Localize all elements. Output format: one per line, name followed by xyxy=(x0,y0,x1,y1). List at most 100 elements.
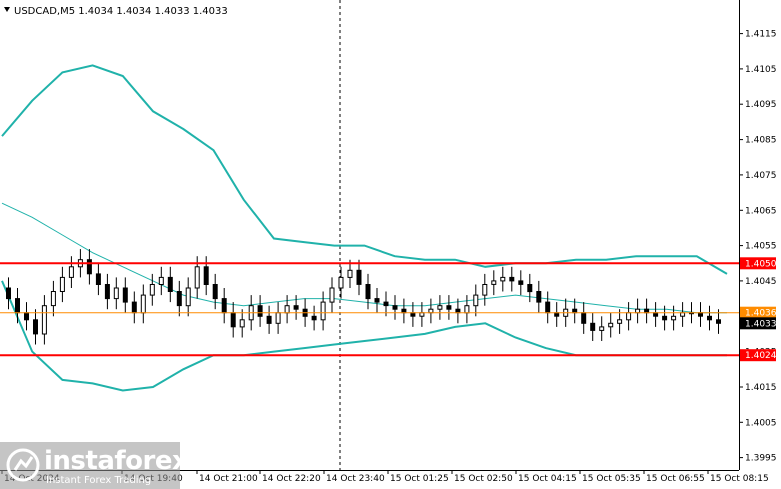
candle-body xyxy=(473,294,479,307)
resistance-price-tag-box xyxy=(740,257,776,270)
candle-body xyxy=(509,276,515,282)
candle-body xyxy=(59,276,65,292)
candle-body xyxy=(329,287,335,303)
candle-body xyxy=(6,287,11,300)
candlestick-series xyxy=(6,249,721,345)
chart-header: USDCAD,M5 1.4034 1.4034 1.4033 1.4033 xyxy=(4,6,228,17)
candle-body xyxy=(158,276,164,285)
price-axis[interactable]: 1.4115 1.4105 1.4095 1.4085 1.4075 1.4065 1.40… xyxy=(739,30,777,464)
price-tick-label: 1.4065 xyxy=(745,206,777,216)
candle-body xyxy=(50,291,56,307)
candle-body xyxy=(536,291,542,303)
candle-body xyxy=(608,322,614,328)
symbol-header: USDCAD,M5 1.4034 1.4034 1.4033 1.4033 xyxy=(14,6,228,17)
candle-body xyxy=(374,298,380,303)
instaforex-logo-icon xyxy=(6,448,40,482)
candle-body xyxy=(716,319,721,324)
candle-body xyxy=(356,269,362,285)
candle-body xyxy=(338,276,344,289)
candle-body xyxy=(230,312,236,328)
candle-body xyxy=(581,312,587,324)
time-tick-label: 15 Oct 06:55 xyxy=(646,474,705,484)
price-tick-label: 1.4105 xyxy=(745,65,777,75)
candle-body xyxy=(203,266,209,285)
candle-body xyxy=(311,315,317,321)
candle-body xyxy=(446,305,452,310)
candle-body xyxy=(653,312,659,317)
candle-body xyxy=(635,308,641,314)
middle-band-price-tag-label: 1.4036 xyxy=(745,309,777,319)
price-tick-label: 1.3995 xyxy=(745,454,777,464)
resistance-price-tag-label: 1.4050 xyxy=(745,259,777,269)
price-tick-label: 1.4005 xyxy=(745,418,777,428)
candle-body xyxy=(401,308,407,314)
candle-body xyxy=(15,298,20,314)
support-price-tag-label: 1.4024 xyxy=(745,351,777,361)
candle-body xyxy=(500,276,506,282)
candle-body xyxy=(176,291,182,307)
middle-band-line xyxy=(1,202,727,314)
time-tick-label: 15 Oct 04:15 xyxy=(518,474,577,484)
candle-body xyxy=(347,269,353,278)
candle-body xyxy=(68,266,74,278)
candle-body xyxy=(410,312,416,317)
candle-body xyxy=(392,305,398,310)
candle-body xyxy=(275,312,281,324)
candle-body xyxy=(293,305,299,310)
candle-body xyxy=(122,287,128,303)
candle-body xyxy=(572,308,578,314)
candle-body xyxy=(545,301,551,314)
upper-band-line xyxy=(1,64,728,275)
logo-wordmark: instaforex xyxy=(44,446,189,476)
candle-body xyxy=(617,319,623,324)
candle-body xyxy=(140,294,146,314)
candle-body xyxy=(365,284,371,300)
candle-body xyxy=(212,284,218,300)
plot-area[interactable] xyxy=(0,0,739,470)
price-tick-label: 1.4015 xyxy=(745,383,777,393)
price-tick-label: 1.4045 xyxy=(745,277,777,287)
price-tick-label: 1.4085 xyxy=(745,136,777,146)
candle-body xyxy=(95,273,101,285)
time-tick-label: 15 Oct 05:35 xyxy=(582,474,641,484)
candle-body xyxy=(671,315,677,321)
logo-tagline: Instant Forex Trading xyxy=(46,475,152,486)
middle-band-price-tag-box xyxy=(740,306,776,319)
level-lines[interactable] xyxy=(0,262,739,357)
candle-body xyxy=(482,284,488,296)
candle-body xyxy=(284,305,290,314)
candle-body xyxy=(626,312,632,321)
candle-body xyxy=(455,308,461,314)
time-tick-label: 15 Oct 01:25 xyxy=(390,474,449,484)
candle-body xyxy=(491,280,497,285)
support-price-tag-box xyxy=(740,349,776,362)
time-tick-label: 14 Oct 23:40 xyxy=(326,474,385,484)
candle-body xyxy=(419,312,425,317)
price-tick-label: 1.4095 xyxy=(745,100,777,110)
candle-body xyxy=(554,312,560,317)
candle-body xyxy=(266,315,272,324)
candle-body xyxy=(383,301,389,307)
current-price-tag-label: 1.4033 xyxy=(745,319,777,329)
candle-body xyxy=(149,284,155,296)
candle-body xyxy=(239,319,245,328)
candle-body xyxy=(104,284,110,300)
current-price-tag-box xyxy=(740,317,776,330)
candle-body xyxy=(131,301,137,314)
price-tick-label: 1.4055 xyxy=(745,242,777,252)
candle-body xyxy=(185,287,191,307)
candle-body xyxy=(33,319,38,335)
candle-body xyxy=(527,284,533,293)
candle-body xyxy=(680,312,686,317)
candle-body xyxy=(428,308,434,314)
candle-body xyxy=(662,315,668,321)
price-tick-label: 1.4115 xyxy=(745,30,777,40)
price-tick-label: 1.4075 xyxy=(745,171,777,181)
candle-body xyxy=(518,280,524,285)
time-tick-label: 15 Oct 08:15 xyxy=(710,474,769,484)
candle-body xyxy=(320,301,326,321)
candle-body xyxy=(194,266,200,289)
dropdown-triangle-icon[interactable] xyxy=(4,7,10,12)
